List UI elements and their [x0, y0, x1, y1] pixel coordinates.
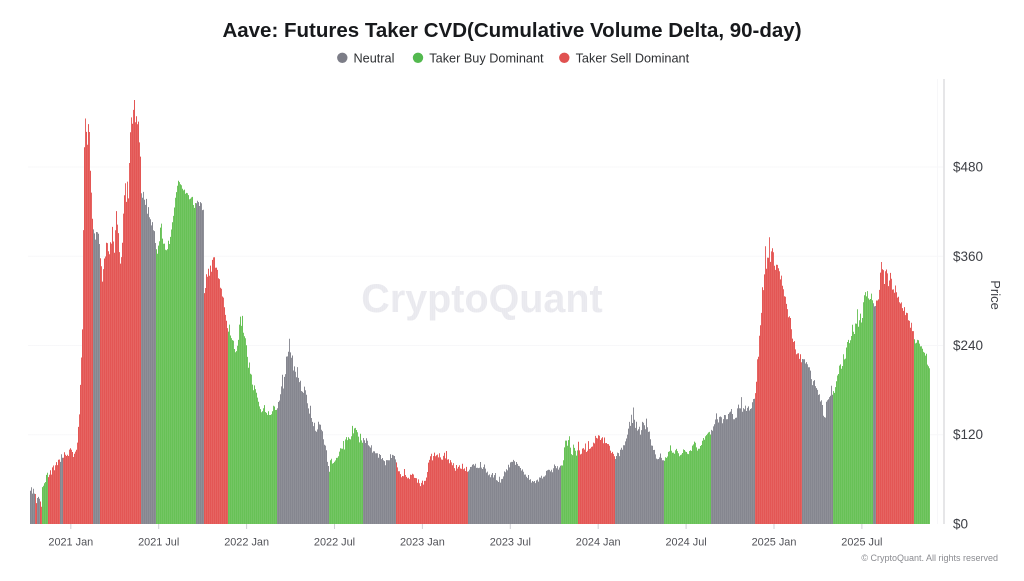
svg-text:2024 Jan: 2024 Jan — [576, 537, 621, 549]
svg-text:2025 Jul: 2025 Jul — [841, 537, 882, 549]
svg-text:$0: $0 — [953, 517, 968, 532]
svg-text:2023 Jul: 2023 Jul — [490, 537, 531, 549]
svg-text:2021 Jan: 2021 Jan — [48, 537, 93, 549]
svg-text:2022 Jul: 2022 Jul — [314, 537, 355, 549]
svg-text:Price: Price — [988, 280, 1003, 310]
svg-text:2021 Jul: 2021 Jul — [138, 537, 179, 549]
svg-text:2022 Jan: 2022 Jan — [224, 537, 269, 549]
svg-text:Neutral: Neutral — [354, 51, 395, 65]
svg-text:$480: $480 — [953, 160, 983, 175]
svg-text:$360: $360 — [953, 249, 983, 264]
svg-text:© CryptoQuant. All rights rese: © CryptoQuant. All rights reserved — [861, 553, 998, 563]
svg-text:2023 Jan: 2023 Jan — [400, 537, 445, 549]
svg-text:2025 Jan: 2025 Jan — [752, 537, 797, 549]
svg-text:Taker Sell Dominant: Taker Sell Dominant — [576, 51, 690, 65]
svg-text:2024 Jul: 2024 Jul — [666, 537, 707, 549]
svg-text:$240: $240 — [953, 338, 983, 353]
svg-text:Taker Buy Dominant: Taker Buy Dominant — [429, 51, 544, 65]
svg-text:Aave: Futures Taker CVD(Cumula: Aave: Futures Taker CVD(Cumulative Volum… — [222, 19, 801, 42]
svg-text:$120: $120 — [953, 427, 983, 442]
